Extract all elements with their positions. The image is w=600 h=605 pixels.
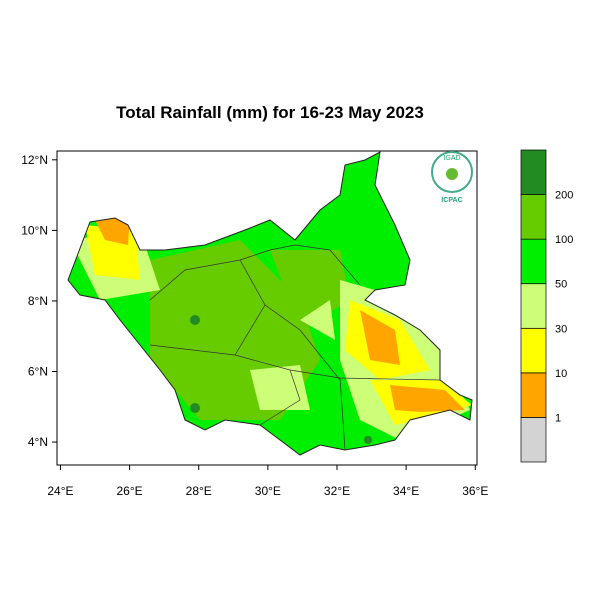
x-tick-label: 36°E xyxy=(462,484,488,498)
rainfall-map xyxy=(68,152,472,455)
legend-label: 1 xyxy=(555,412,561,424)
logo-text: ICPAC xyxy=(441,197,462,204)
y-tick-label: 6°N xyxy=(28,365,48,379)
state-borders xyxy=(149,244,441,451)
border xyxy=(67,151,473,456)
x-tick-label: 30°E xyxy=(255,484,281,498)
x-tick-label: 28°E xyxy=(186,484,212,498)
x-tick-label: 24°E xyxy=(47,484,73,498)
legend-label: 10 xyxy=(555,368,567,380)
map-title: Total Rainfall (mm) for 16-23 May 2023 xyxy=(116,103,424,122)
y-tick-label: 8°N xyxy=(28,294,48,308)
logo: IGAD ICPAC xyxy=(431,151,473,204)
legend-label: 200 xyxy=(555,190,573,202)
y-tick-label: 10°N xyxy=(21,223,48,237)
map-frame xyxy=(56,150,478,466)
legend-label: 100 xyxy=(555,234,573,246)
y-tick-label: 4°N xyxy=(28,435,48,449)
legend-swatch xyxy=(520,327,547,374)
x-tick-label: 34°E xyxy=(393,484,419,498)
legend-swatch xyxy=(520,372,547,418)
legend-swatch xyxy=(520,149,547,195)
y-tick-label: 12°N xyxy=(21,153,48,167)
legend-label: 50 xyxy=(555,279,567,291)
logo-text: IGAD xyxy=(443,155,460,162)
x-tick-label: 26°E xyxy=(117,484,143,498)
x-tick-label: 32°E xyxy=(324,484,350,498)
legend-label: 30 xyxy=(555,323,567,335)
legend-swatch xyxy=(520,238,547,285)
legend-swatch xyxy=(520,283,547,329)
legend-swatch xyxy=(520,417,547,463)
legend-swatch xyxy=(520,194,547,240)
